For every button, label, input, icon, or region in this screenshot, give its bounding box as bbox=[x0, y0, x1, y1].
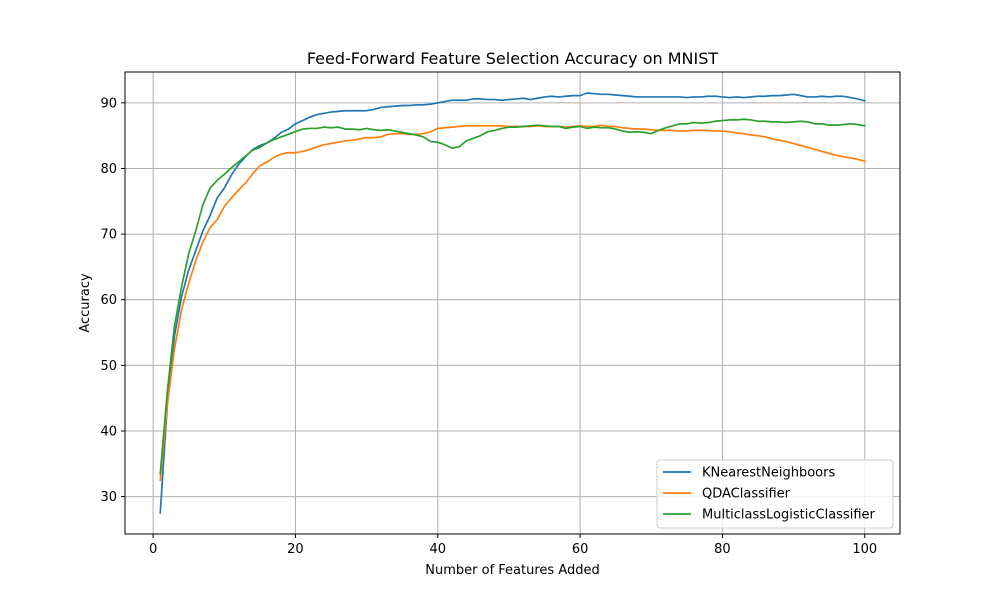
y-tick-label: 60 bbox=[100, 293, 117, 308]
legend-label-multiclasslogisticclassifier: MulticlassLogisticClassifier bbox=[702, 508, 876, 523]
y-axis-label: Accuracy bbox=[78, 273, 93, 333]
legend: KNearestNeighboors QDAClassifier Multiclas… bbox=[656, 459, 894, 529]
series-lines bbox=[159, 92, 866, 514]
x-tick-label: 0 bbox=[149, 542, 157, 557]
y-tick-label: 40 bbox=[100, 424, 117, 439]
x-axis-label: Number of Features Added bbox=[425, 563, 599, 578]
x-tick-label: 80 bbox=[714, 542, 731, 557]
x-tick-label: 60 bbox=[572, 542, 589, 557]
y-tick-label: 70 bbox=[100, 228, 117, 243]
x-tick-label: 20 bbox=[287, 542, 304, 557]
x-tick-label: 100 bbox=[852, 542, 877, 557]
legend-box bbox=[656, 459, 894, 529]
chart-title: Feed-Forward Feature Selection Accuracy … bbox=[307, 49, 719, 68]
series-line-multiclasslogisticclassifier bbox=[159, 118, 866, 475]
y-tick-label: 80 bbox=[100, 162, 117, 177]
legend-label-qdaclassifier: QDAClassifier bbox=[702, 487, 791, 502]
y-tick-label: 90 bbox=[100, 96, 117, 111]
legend-label-knearestneighboors: KNearestNeighboors bbox=[702, 466, 835, 481]
y-tick-label: 50 bbox=[100, 359, 117, 374]
plot-frame bbox=[124, 71, 901, 535]
series-line-knearestneighboors bbox=[159, 92, 866, 514]
axis-ticks: 0 20 40 60 80 100 30 40 50 60 70 80 90 bbox=[100, 96, 877, 557]
y-tick-label: 30 bbox=[100, 490, 117, 505]
x-tick-label: 40 bbox=[430, 542, 447, 557]
